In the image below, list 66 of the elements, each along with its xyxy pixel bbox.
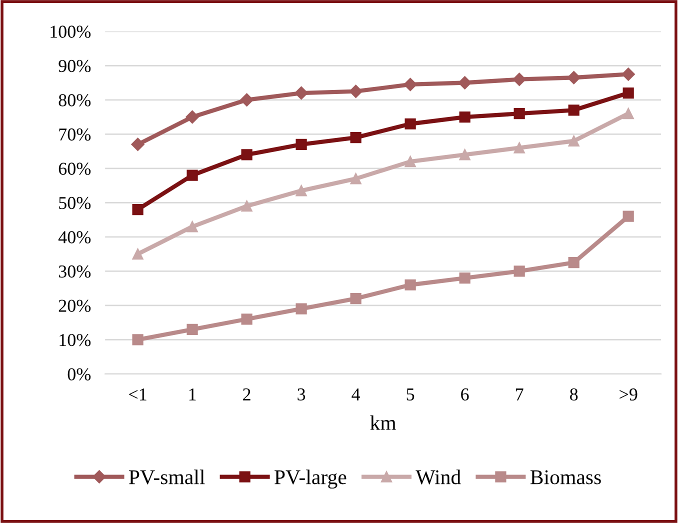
point	[514, 142, 525, 154]
x-tick-label: 1	[189, 388, 196, 400]
point	[186, 110, 199, 124]
y-tick-label: 80%	[58, 94, 91, 106]
x-axis-title: km	[370, 415, 396, 430]
point	[350, 173, 362, 184]
point	[296, 185, 307, 196]
legend-label: PV-large	[274, 470, 346, 489]
x-tick-label: 6	[461, 388, 469, 401]
legend-label: Wind	[416, 470, 461, 484]
point	[622, 108, 634, 120]
legend-label: Biomass	[530, 470, 601, 484]
point	[568, 135, 580, 147]
point	[132, 334, 144, 346]
point	[241, 314, 252, 325]
point	[514, 266, 525, 277]
point	[349, 84, 362, 98]
x-tick-label: 5	[406, 388, 414, 401]
point	[186, 324, 198, 335]
legend-label: PV-small	[129, 470, 205, 484]
y-tick-label: 70%	[59, 128, 91, 141]
x-tick-label: 4	[352, 388, 360, 400]
point	[186, 170, 198, 181]
point	[514, 108, 525, 120]
point	[296, 138, 307, 150]
point	[294, 86, 308, 100]
point	[241, 149, 252, 160]
point	[404, 118, 416, 130]
point	[622, 68, 635, 81]
y-tick-label: 50%	[59, 196, 91, 210]
point	[459, 149, 470, 160]
point	[404, 156, 416, 168]
point	[567, 71, 580, 84]
point	[132, 248, 144, 260]
point	[296, 303, 307, 314]
y-tick-label: 30%	[58, 265, 91, 278]
point	[131, 138, 144, 152]
point	[622, 87, 634, 99]
point	[622, 210, 634, 222]
point	[350, 132, 362, 144]
point	[568, 104, 580, 116]
point	[240, 93, 254, 106]
point	[350, 293, 362, 304]
x-tick-label: >9	[620, 388, 638, 401]
point	[132, 204, 144, 216]
x-tick-label: 8	[570, 388, 578, 401]
point	[241, 200, 252, 212]
x-tick-label: 3	[298, 388, 306, 401]
x-tick-label: 7	[516, 388, 524, 400]
point	[568, 257, 580, 268]
y-tick-label: 20%	[58, 300, 91, 312]
x-tick-label: <1	[129, 388, 146, 400]
point	[404, 279, 416, 290]
x-tick-label: 2	[243, 388, 250, 400]
y-tick-label: 10%	[60, 334, 91, 346]
y-tick-label: 60%	[58, 162, 91, 175]
point	[459, 272, 470, 284]
y-tick-label: 0%	[68, 368, 91, 380]
point	[186, 221, 198, 232]
y-tick-label: 40%	[58, 231, 91, 244]
point	[458, 76, 472, 90]
point	[512, 72, 526, 86]
y-tick-label: 90%	[58, 60, 91, 72]
point	[404, 78, 417, 92]
point	[459, 111, 470, 123]
y-tick-label: 100%	[50, 26, 91, 38]
